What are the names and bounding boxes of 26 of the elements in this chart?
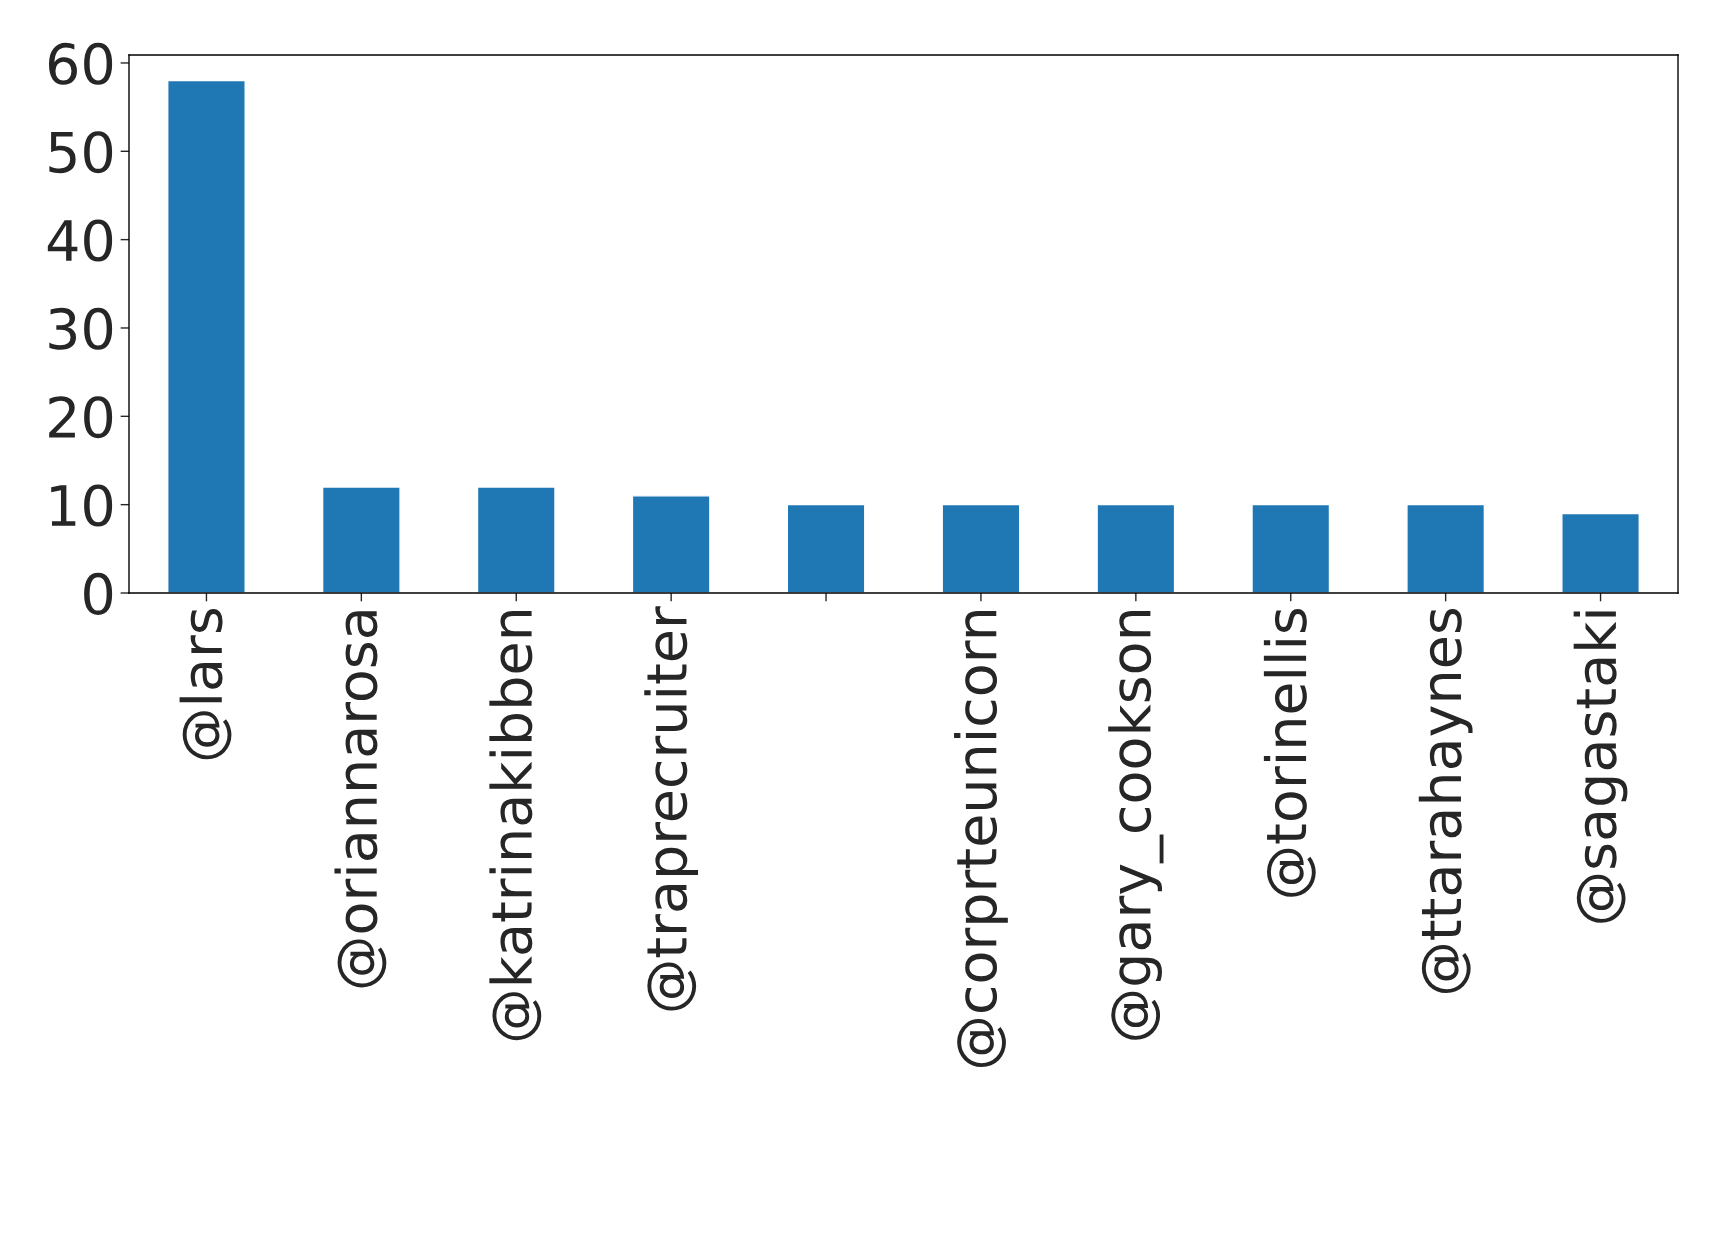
x-tick-label: @sagastaki bbox=[1573, 611, 1628, 923]
bar bbox=[167, 79, 246, 593]
bar bbox=[631, 495, 711, 593]
y-tick-label: 0 bbox=[84, 572, 113, 615]
y-tick-label: 30 bbox=[49, 307, 113, 350]
x-tick-label: @corprteunicorn bbox=[954, 610, 1008, 1067]
bar bbox=[321, 486, 401, 593]
y-tick-label: 40 bbox=[47, 219, 113, 262]
bar bbox=[1561, 512, 1640, 593]
bar bbox=[941, 503, 1021, 593]
bar bbox=[476, 486, 556, 593]
bar bbox=[1251, 503, 1331, 593]
y-tick-label: 50 bbox=[49, 131, 113, 174]
x-tick-label: @ttarahaynes bbox=[1418, 608, 1473, 994]
x-tick-label: @traprecruiter bbox=[644, 606, 699, 1011]
y-tick-label: 10 bbox=[51, 484, 113, 527]
bar bbox=[786, 503, 866, 593]
bar bbox=[1406, 503, 1486, 593]
x-tick-label: @gary_cookson bbox=[1108, 610, 1164, 1040]
x-tick-label: @lars bbox=[179, 608, 232, 760]
bar bbox=[1096, 503, 1176, 593]
y-tick-label: 60 bbox=[48, 42, 113, 85]
x-tick-label: @torinellis bbox=[1263, 608, 1316, 897]
y-tick-label: 20 bbox=[49, 396, 113, 439]
x-tick-label: @katrinakibben bbox=[489, 610, 542, 1041]
x-tick-label: @oriannarosa bbox=[334, 611, 387, 988]
